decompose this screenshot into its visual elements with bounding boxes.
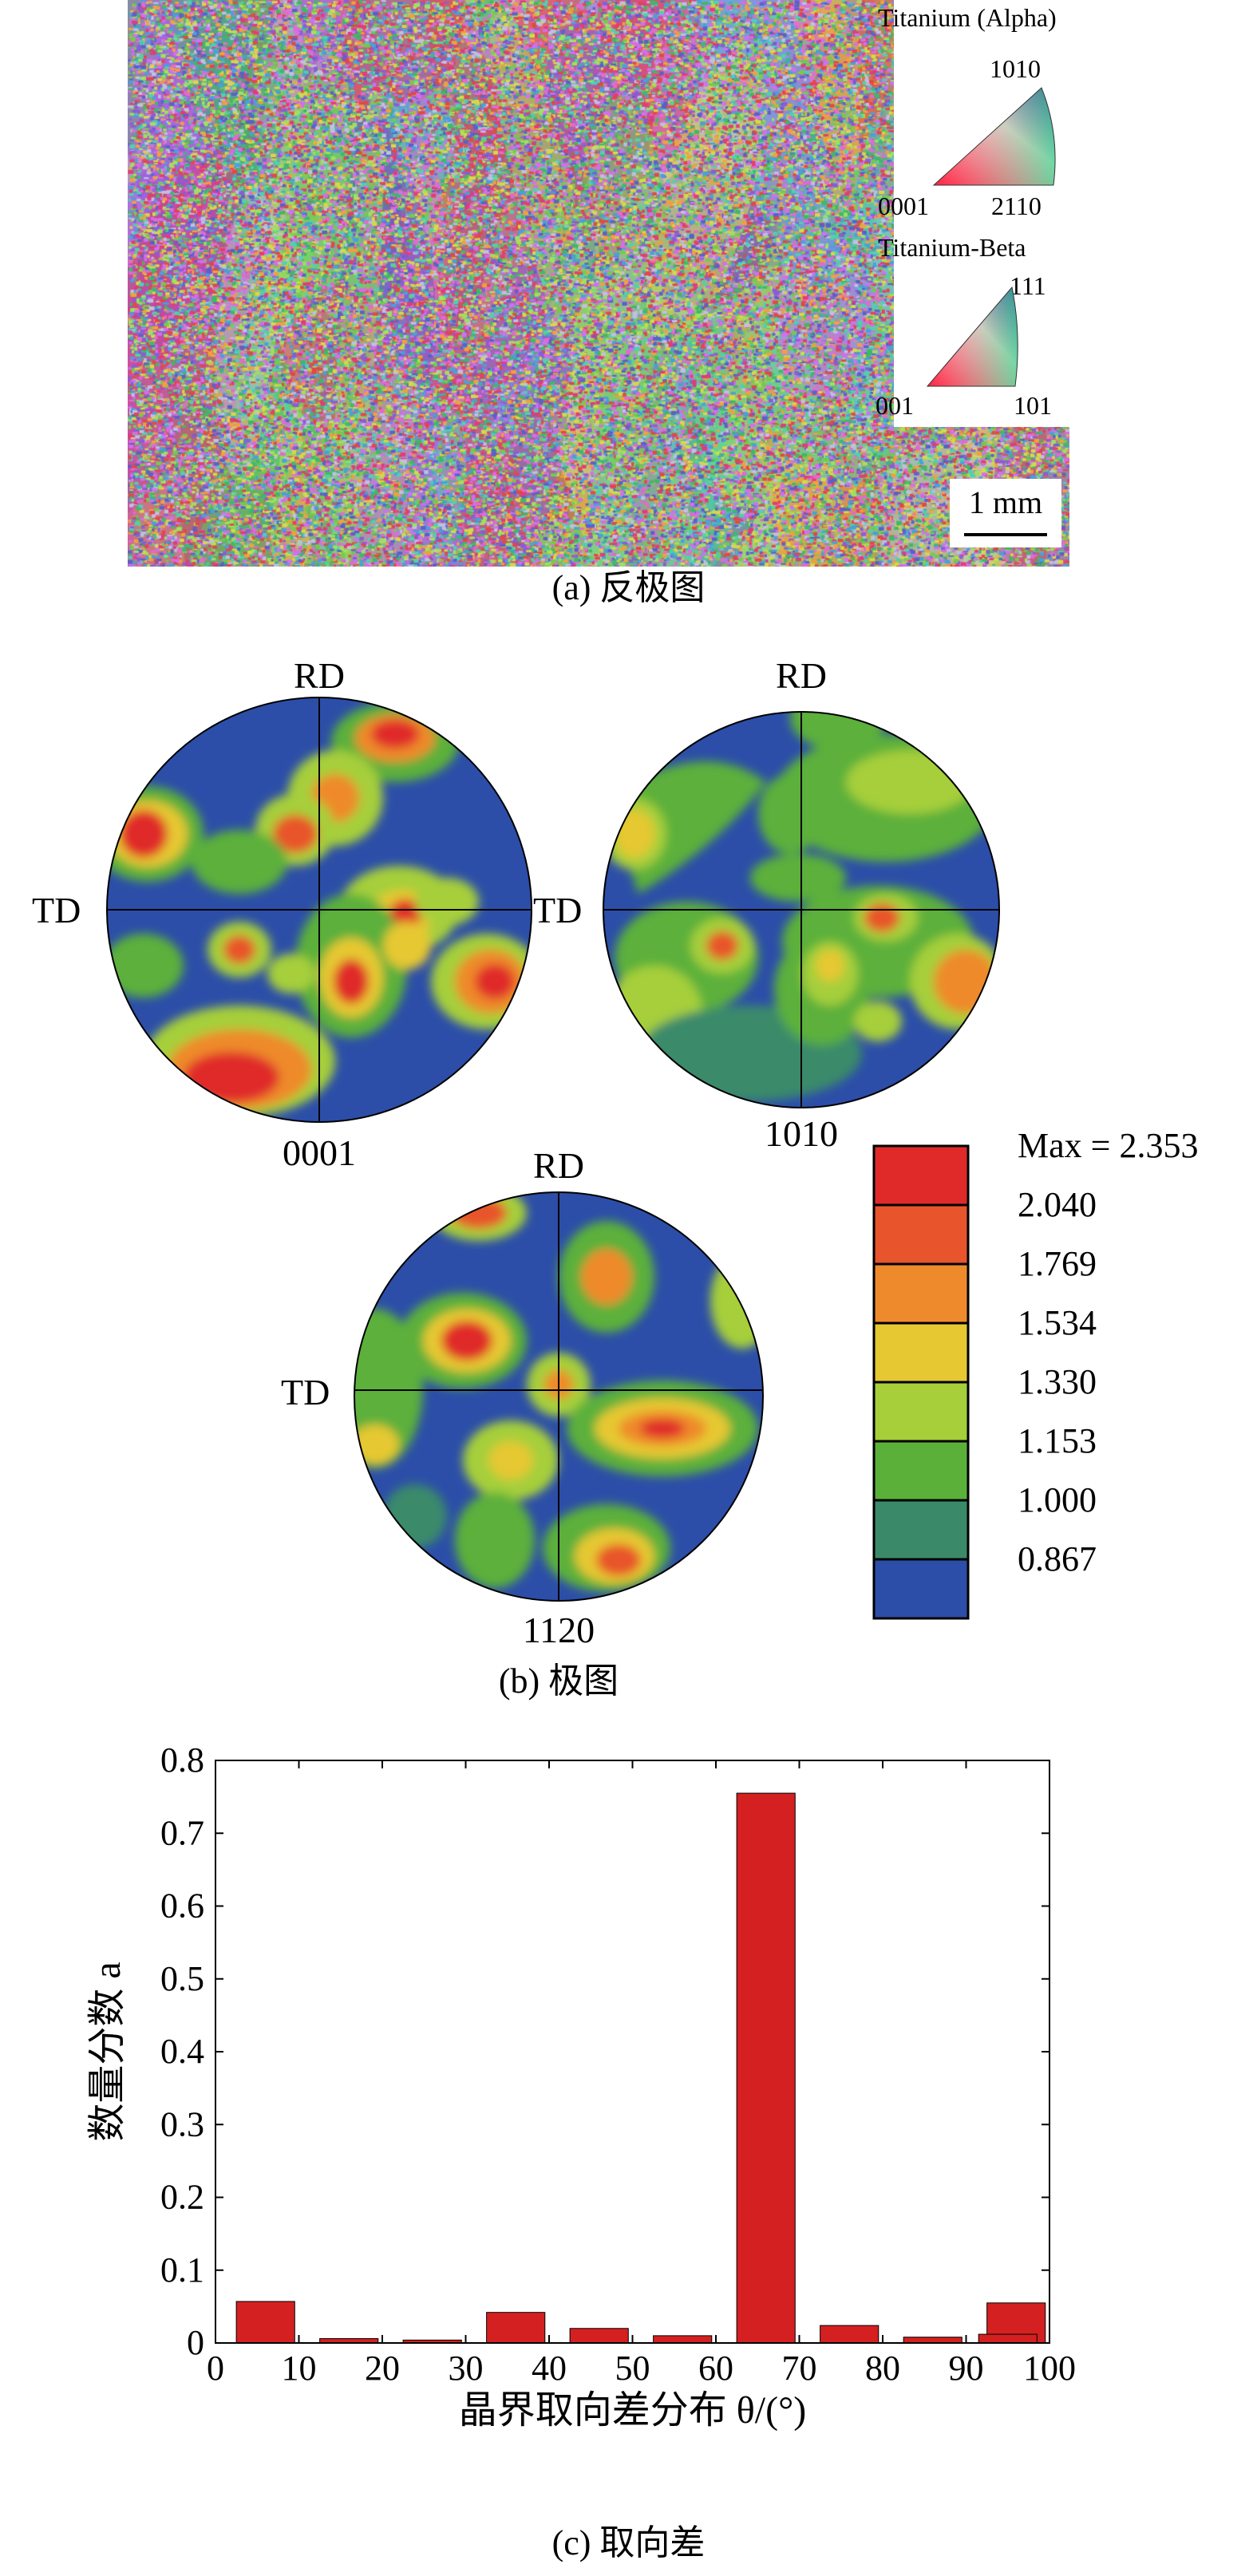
- y-axis-label: 数量分数 a: [86, 1962, 128, 2141]
- x-tick-label: 90: [949, 2349, 984, 2388]
- beta-triangle-icon: [926, 286, 1018, 387]
- colorbar-level-3: 1.534: [1018, 1303, 1097, 1342]
- pole-figures-panel: RD TD 0001: [32, 655, 1000, 1650]
- ipf-legend-triangles: [926, 87, 1056, 387]
- histogram-bar: [235, 2301, 295, 2344]
- colorbar-level-2: 1.769: [1018, 1244, 1097, 1283]
- colorbar-swatch: [872, 1440, 970, 1502]
- x-tick-label: 50: [615, 2349, 650, 2388]
- colorbar-swatch: [872, 1322, 970, 1384]
- pf2-label: 1010: [765, 1113, 838, 1154]
- histogram-bar: [653, 2335, 713, 2344]
- scale-bar-label: 1 mm: [968, 484, 1043, 520]
- pf3-td-label: TD: [281, 1372, 330, 1412]
- colorbar: [872, 1144, 970, 1620]
- colorbar-swatch: [872, 1499, 970, 1561]
- colorbar-swatch: [872, 1144, 970, 1207]
- colorbar-level-7: 0.867: [1018, 1539, 1097, 1578]
- y-tick-label: 0.1: [160, 2250, 204, 2290]
- x-tick-label: 70: [782, 2349, 817, 2388]
- y-tick-label: 0.3: [160, 2104, 204, 2143]
- colorbar-swatch: [872, 1262, 970, 1325]
- legend-alpha-title: Titanium (Alpha): [878, 3, 1057, 32]
- caption-a: (a) 反极图: [551, 568, 706, 607]
- legend-alpha-left-label: 0001: [878, 192, 929, 220]
- scale-bar: 1 mm: [950, 479, 1061, 547]
- y-tick-label: 0.7: [160, 1813, 204, 1852]
- x-tick-label: 80: [865, 2349, 900, 2388]
- colorbar-swatch: [872, 1203, 970, 1266]
- x-tick-label: 40: [532, 2349, 567, 2388]
- y-tick-label: 0.8: [160, 1740, 204, 1780]
- legend-beta-top-label: 111: [1010, 271, 1046, 300]
- legend-alpha-top-label: 1010: [990, 54, 1041, 83]
- x-tick-label: 100: [1023, 2349, 1076, 2388]
- y-tick-label: 0: [187, 2323, 204, 2362]
- y-tick-label: 0.5: [160, 1959, 204, 1998]
- caption-b: (b) 极图: [498, 1661, 619, 1701]
- legend-alpha-right-label: 2110: [991, 192, 1042, 220]
- x-tick-label: 10: [282, 2349, 317, 2388]
- colorbar-level-4: 1.330: [1018, 1362, 1097, 1401]
- pf1-rd-label: RD: [294, 655, 345, 696]
- pf1-td-label: TD: [32, 890, 81, 930]
- pole-figure-1010: RD TD 1010: [533, 655, 1000, 1154]
- pf1-label: 0001: [283, 1132, 356, 1173]
- ipf-map-panel: Titanium (Alpha) 1010 0001 2110 Titanium…: [128, 0, 1069, 567]
- y-tick-label: 0.6: [160, 1887, 204, 1926]
- x-tick-label: 30: [449, 2349, 484, 2388]
- colorbar-level-1: 2.040: [1018, 1185, 1097, 1224]
- histogram-bar: [486, 2312, 546, 2344]
- caption-c: (c) 取向差: [551, 2523, 706, 2562]
- histogram-bar: [903, 2337, 963, 2344]
- legend-beta-right-label: 101: [1014, 391, 1052, 420]
- scale-bar-line: [964, 533, 1047, 536]
- pole-figure-1120: RD TD 1120: [281, 1145, 764, 1650]
- histogram-bar: [820, 2325, 880, 2344]
- x-tick-label: 0: [207, 2349, 224, 2388]
- misorientation-chart: 0 10 20 30 40 50 60 70 80 90 100 0 0.1 0.2 0.3 0.4 0.5 0.…: [86, 1740, 1076, 2432]
- plot-frame: [215, 1760, 1050, 2344]
- alpha-triangle-icon: [932, 87, 1056, 186]
- x-tick-label: 20: [365, 2349, 400, 2388]
- pole-figure-0001: RD TD 0001: [32, 655, 532, 1173]
- x-axis-label: 晶界取向差分布 θ/(°): [459, 2389, 807, 2432]
- pf3-label: 1120: [523, 1610, 595, 1650]
- histogram-bar: [569, 2328, 629, 2344]
- x-tick-label: 60: [698, 2349, 733, 2388]
- histogram-bar: [978, 2333, 1038, 2344]
- y-tick-label: 0.4: [160, 2032, 204, 2071]
- colorbar-swatch: [872, 1558, 970, 1620]
- colorbar-max-label: Max = 2.353: [1018, 1126, 1199, 1165]
- pf2-rd-label: RD: [776, 655, 827, 696]
- colorbar-swatch: [872, 1381, 970, 1443]
- legend-beta-title: Titanium-Beta: [878, 233, 1026, 262]
- legend-beta-left-label: 001: [876, 391, 914, 420]
- pf3-rd-label: RD: [533, 1145, 584, 1186]
- pf2-td-label: TD: [533, 890, 582, 930]
- y-tick-label: 0.2: [160, 2178, 204, 2217]
- colorbar-level-6: 1.000: [1018, 1480, 1097, 1519]
- colorbar-level-5: 1.153: [1018, 1421, 1097, 1460]
- histogram-bar: [736, 1792, 796, 2344]
